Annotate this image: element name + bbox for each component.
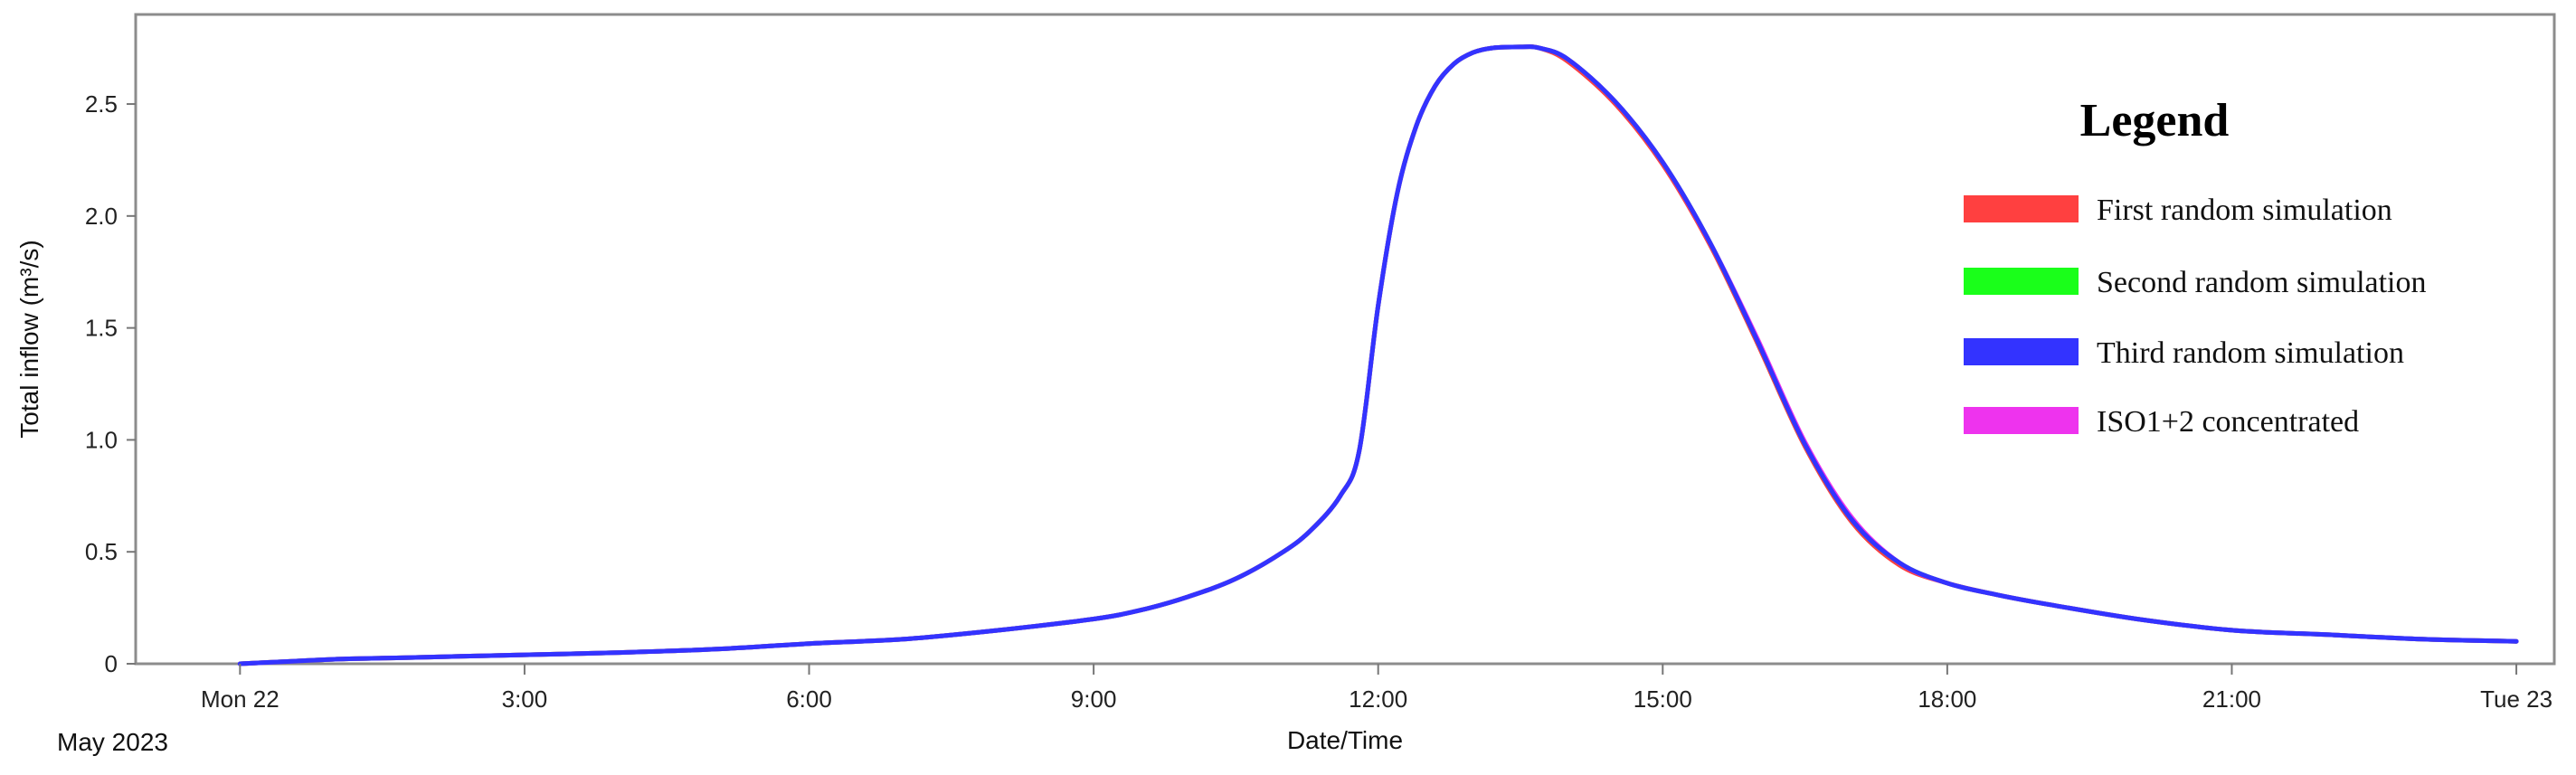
x-tick-label: 15:00	[1634, 685, 1692, 713]
x-axis-title: Date/Time	[1287, 726, 1403, 754]
legend-swatch	[1964, 407, 2079, 434]
x-tick-label: 3:00	[502, 685, 548, 713]
y-tick-label: 2.0	[85, 203, 118, 230]
series-layer	[237, 44, 2519, 666]
x-tick-label: 6:00	[786, 685, 832, 713]
legend: Legend First random simulation Second ran…	[1964, 95, 2427, 439]
legend-entries: First random simulation Second random sim…	[1964, 194, 2427, 439]
legend-swatch	[1964, 338, 2079, 365]
y-tick-label: 0.5	[85, 538, 118, 565]
y-tick-label: 2.5	[85, 90, 118, 118]
y-axis-title: Total inflow (m³/s)	[15, 240, 43, 438]
y-tick-label: 1.5	[85, 315, 118, 342]
legend-swatch	[1964, 268, 2079, 295]
y-axis: 0 0.5 1.0 1.5 2.0 2.5	[85, 90, 136, 677]
x-tick-label: 21:00	[2202, 685, 2261, 713]
legend-label: Third random simulation	[2097, 336, 2404, 370]
legend-title: Legend	[2080, 95, 2230, 146]
legend-label: Second random simulation	[2097, 266, 2427, 299]
x-tick-label: 18:00	[1918, 685, 1976, 713]
legend-label: First random simulation	[2097, 194, 2392, 227]
x-tick-label: Tue 23	[2480, 685, 2552, 713]
legend-swatch	[1964, 195, 2079, 222]
legend-label: ISO1+2 concentrated	[2097, 405, 2359, 439]
date-caption: May 2023	[57, 728, 168, 756]
y-tick-label: 1.0	[85, 426, 118, 453]
x-tick-label: 12:00	[1349, 685, 1407, 713]
series-line-third-random-simulation	[237, 44, 2519, 666]
x-tick-label: 9:00	[1071, 685, 1117, 713]
x-axis: Mon 22 3:00 6:00 9:00 12:00 15:00 18:00 21:00 Tu…	[201, 664, 2552, 713]
y-tick-label: 0	[105, 650, 118, 677]
plot-area-frame	[134, 13, 2556, 666]
x-tick-label: Mon 22	[201, 685, 279, 713]
